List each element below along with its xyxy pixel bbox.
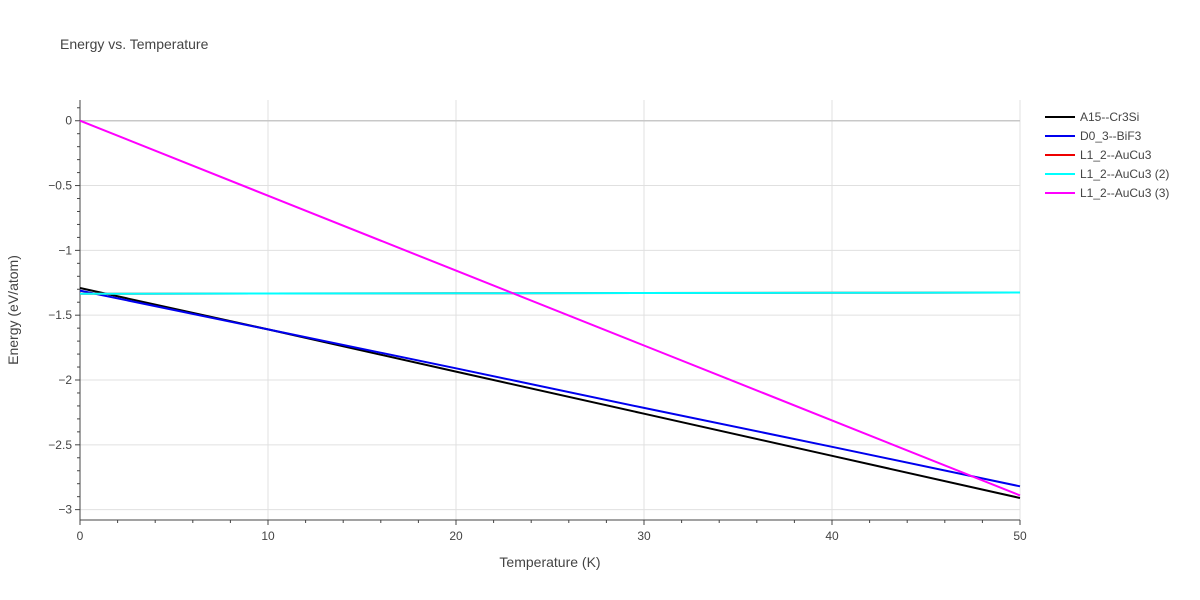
chart-title: Energy vs. Temperature bbox=[60, 36, 209, 52]
y-tick-label: 0 bbox=[65, 114, 72, 128]
legend-swatch bbox=[1045, 153, 1075, 156]
y-tick-label: −3 bbox=[58, 503, 72, 517]
x-tick-label: 0 bbox=[77, 529, 84, 543]
series-lines bbox=[79, 119, 1021, 499]
legend-swatch bbox=[1045, 134, 1075, 137]
x-tick-label: 20 bbox=[449, 529, 463, 543]
y-tick-label: −2.5 bbox=[48, 438, 72, 452]
x-tick-label: 50 bbox=[1013, 529, 1027, 543]
legend-item[interactable]: L1_2--AuCu3 (3) bbox=[1045, 183, 1169, 202]
legend-label: A15--Cr3Si bbox=[1080, 109, 1140, 124]
x-tick-label: 10 bbox=[261, 529, 275, 543]
legend-item[interactable]: L1_2--AuCu3 bbox=[1045, 145, 1169, 164]
series-line-d0-3-bif3 bbox=[79, 289, 1021, 488]
y-tick-label: −2 bbox=[58, 373, 72, 387]
y-tick-label: −1 bbox=[58, 243, 72, 257]
legend-swatch bbox=[1045, 191, 1075, 194]
grid-lines bbox=[80, 100, 1021, 520]
y-tick-label: −0.5 bbox=[48, 179, 72, 193]
legend-label: L1_2--AuCu3 bbox=[1080, 147, 1152, 162]
axes: 0 10 20 30 40 50 0 −0.5 −1 −1.5 −2 −2.5 −3 bbox=[48, 100, 1027, 543]
legend-label: D0_3--BiF3 bbox=[1080, 128, 1142, 143]
legend-swatch bbox=[1045, 172, 1075, 175]
series-line-l1-2-aucu3-3- bbox=[79, 119, 1021, 497]
legend-swatch bbox=[1045, 115, 1075, 118]
legend-label: L1_2--AuCu3 (3) bbox=[1080, 185, 1170, 200]
legend-item[interactable]: A15--Cr3Si bbox=[1045, 107, 1169, 126]
y-tick-label: −1.5 bbox=[48, 308, 72, 322]
x-tick-label: 30 bbox=[637, 529, 651, 543]
legend: A15--Cr3Si D0_3--BiF3 L1_2--AuCu3 L1_2--AuC… bbox=[1045, 107, 1169, 202]
legend-item[interactable]: L1_2--AuCu3 (2) bbox=[1045, 164, 1169, 183]
x-axis-title: Temperature (K) bbox=[499, 554, 601, 570]
y-axis-title: Energy (eV/atom) bbox=[5, 255, 21, 365]
legend-label: L1_2--AuCu3 (2) bbox=[1080, 166, 1170, 181]
series-line-l1-2-aucu3-2- bbox=[79, 291, 1021, 295]
legend-item[interactable]: D0_3--BiF3 bbox=[1045, 126, 1169, 145]
x-tick-label: 40 bbox=[825, 529, 839, 543]
